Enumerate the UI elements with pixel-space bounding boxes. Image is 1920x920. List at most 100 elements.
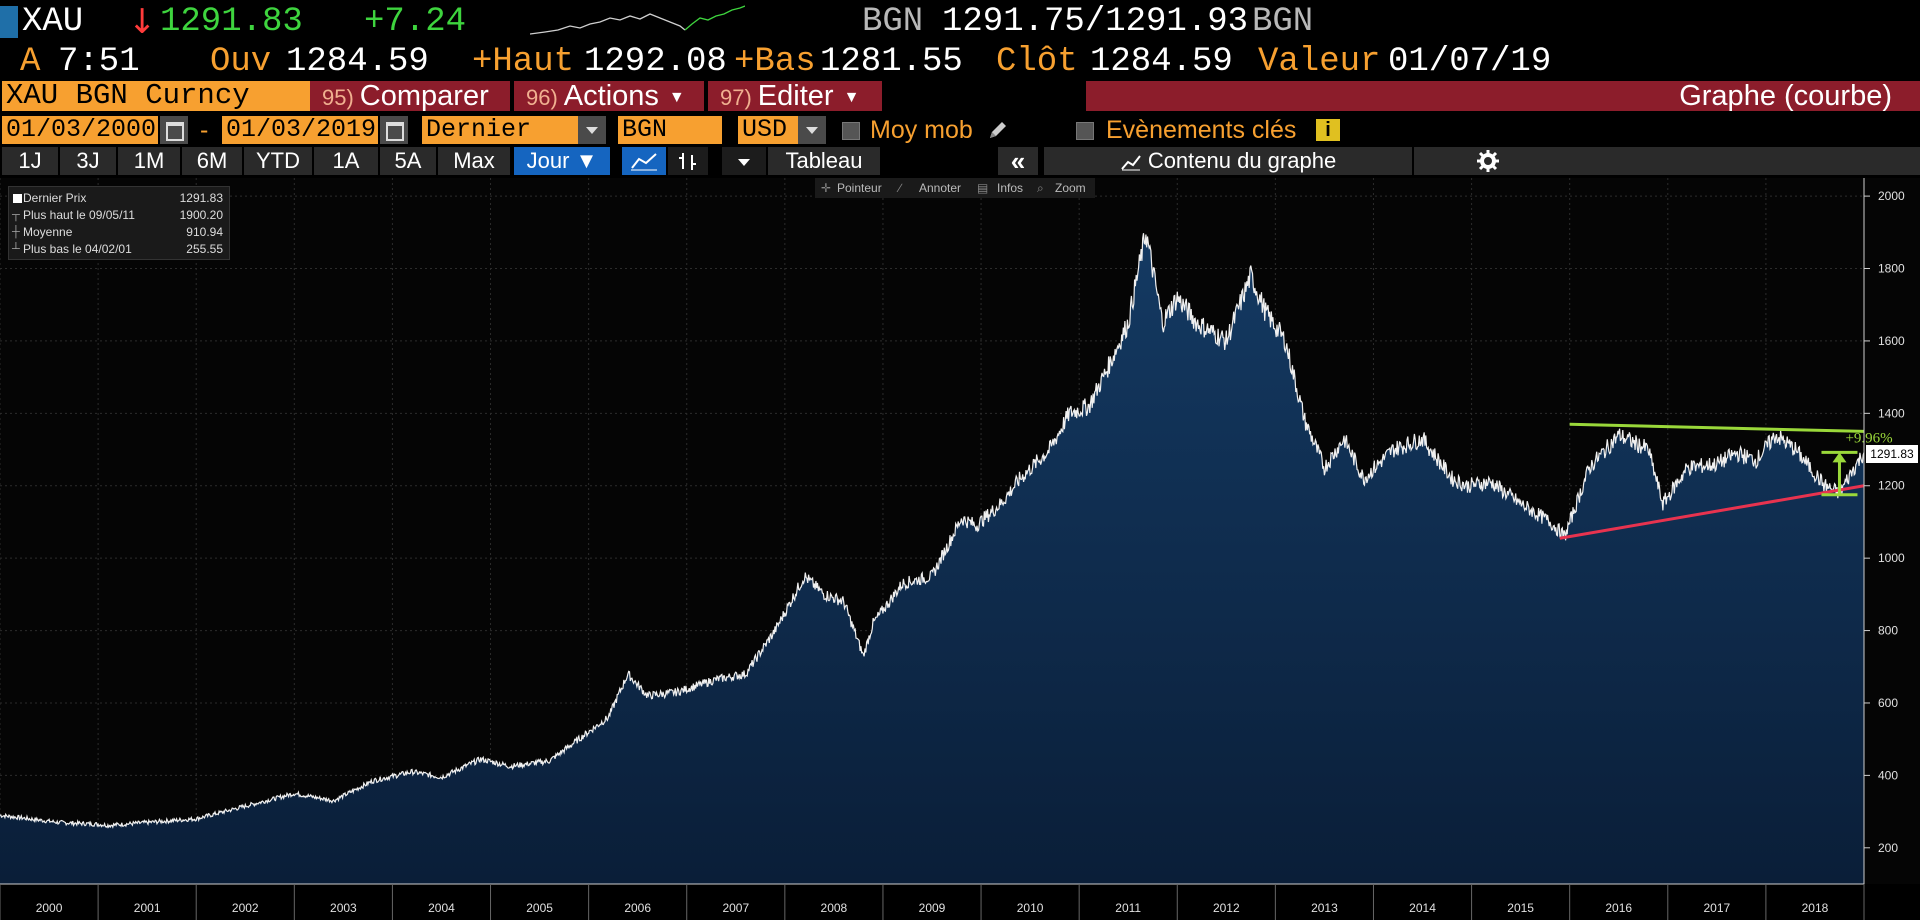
edit-menu[interactable]: 97) Editer ▼ (708, 81, 882, 111)
field-select[interactable]: Dernier prix (422, 116, 578, 172)
x-tick-label: 2013 (1311, 901, 1338, 915)
pencil-icon[interactable] (986, 118, 1010, 142)
x-tick-label: 2018 (1802, 901, 1829, 915)
period-ytd-button[interactable]: YTD (244, 147, 312, 175)
end-date-field[interactable]: 01/03/2019 (222, 116, 378, 144)
line-chart-icon[interactable] (622, 147, 666, 175)
key-events-label: Evènements clés (1106, 116, 1297, 144)
x-tick-label: 2003 (330, 901, 357, 915)
x-tick-label: 2006 (624, 901, 651, 915)
period-3d-button[interactable]: 3J (60, 147, 116, 175)
y-tick-label: 400 (1878, 768, 1898, 782)
source-field[interactable]: BGN (618, 116, 722, 144)
table-button[interactable]: Tableau (768, 147, 880, 175)
info-list-icon[interactable]: ▤ (977, 181, 989, 195)
bar-chart-icon[interactable] (668, 147, 708, 175)
legend-value: 1291.83 (179, 191, 223, 205)
quote-time: 7:51 (58, 43, 140, 81)
legend-label: Plus haut le 09/05/11 (23, 208, 135, 222)
chart-legend[interactable]: Dernier Prix 1291.83 ┬ Plus haut le 09/0… (8, 186, 230, 260)
calendar-icon[interactable] (160, 116, 188, 144)
x-tick-label: 2001 (134, 901, 161, 915)
y-tick-label: 200 (1878, 841, 1898, 855)
annotate-icon[interactable]: ∕ (899, 181, 902, 195)
x-tick-label: 2008 (821, 901, 848, 915)
x-tick-label: 2015 (1507, 901, 1534, 915)
currency-select[interactable]: USD (738, 116, 798, 144)
high-label: +Haut (472, 43, 575, 81)
calendar-icon[interactable] (380, 116, 408, 144)
low-label: +Bas (734, 43, 816, 81)
ask-source: BGN (1252, 3, 1314, 41)
x-tick-label: 2000 (36, 901, 63, 915)
settings-row: 01/03/2000 - 01/03/2019 Dernier prix BGN… (0, 116, 1920, 172)
low-marker-icon: ┴ (12, 243, 20, 255)
chart-tools-bar: ✛ Pointeur ∕ Annoter ▤ Infos ⌕ Zoom (815, 178, 1095, 198)
chart-style-dropdown[interactable] (722, 147, 766, 175)
collapse-panel-icon[interactable]: « (998, 147, 1038, 175)
price-chart[interactable]: +9.96% 200 400 600 800 1000 1200 1400 1600 1800 20… (0, 178, 1920, 920)
info-tool[interactable]: Infos (997, 181, 1024, 195)
x-tick-label: 2012 (1213, 901, 1240, 915)
zoom-icon[interactable]: ⌕ (1037, 181, 1044, 195)
legend-row: Dernier Prix 1291.83 (13, 190, 223, 207)
x-axis-band (0, 884, 1920, 920)
bid-source: BGN (862, 3, 924, 41)
x-tick-label: 2014 (1409, 901, 1436, 915)
quote-prefix: A (20, 43, 41, 81)
value-date-label: Valeur (1258, 43, 1381, 81)
period-1m-button[interactable]: 1M (118, 147, 180, 175)
y-tick-label: 600 (1878, 696, 1898, 710)
compare-number: 95) (322, 85, 354, 110)
frequency-select[interactable]: Jour ▼ (514, 147, 610, 175)
chart-canvas[interactable]: +9.96% 200 400 600 800 1000 1200 1400 1600 1800 20… (0, 178, 1920, 920)
legend-row: ┴ Plus bas le 04/02/01 255.55 (12, 241, 223, 258)
period-1y-button[interactable]: 1A (314, 147, 378, 175)
pointer-icon[interactable]: ✛ (821, 181, 832, 195)
x-tick-label: 2007 (722, 901, 749, 915)
open-label: Ouv (210, 43, 272, 81)
ticker-row: XAU ↓ 1291.83 +7.24 BGN 1291.75/1291.93 … (0, 0, 1920, 44)
settings-button[interactable] (1414, 147, 1920, 175)
chart-content-button[interactable]: Contenu du graphe (1044, 147, 1412, 175)
actions-label: Actions (563, 80, 659, 112)
moving-average-label: Moy mob (870, 116, 973, 144)
compare-menu[interactable]: 95) Comparer (310, 81, 510, 111)
measure-arrow (1832, 452, 1847, 463)
last-price-axis-label: 1291.83 (1866, 445, 1918, 463)
price-area (0, 233, 1864, 884)
info-icon[interactable]: i (1316, 119, 1340, 141)
average-marker-icon: ┼ (12, 226, 20, 238)
period-1d-button[interactable]: 1J (2, 147, 58, 175)
price-change: +7.24 (364, 3, 467, 41)
quote-row: A 7:51 Ouv 1284.59 +Haut 1292.08 +Bas 12… (0, 42, 1920, 82)
period-5y-button[interactable]: 5A (380, 147, 436, 175)
start-date-field[interactable]: 01/03/2000 (2, 116, 158, 144)
actions-menu[interactable]: 96) Actions ▼ (514, 81, 704, 111)
value-date: 01/07/19 (1388, 43, 1552, 81)
close-label: Clôt (996, 43, 1078, 81)
pointer-tool[interactable]: Pointeur (837, 181, 882, 195)
annotate-tool[interactable]: Annoter (919, 181, 962, 195)
legend-row: ┬ Plus haut le 09/05/11 1900.20 (12, 207, 223, 224)
high-marker-icon: ┬ (12, 209, 20, 221)
down-arrow-icon: ↓ (128, 2, 157, 42)
legend-label: Moyenne (23, 225, 73, 239)
period-6m-button[interactable]: 6M (182, 147, 242, 175)
legend-value: 910.94 (186, 225, 223, 239)
legend-swatch (13, 194, 22, 203)
zoom-tool[interactable]: Zoom (1055, 181, 1086, 195)
x-tick-label: 2017 (1703, 901, 1730, 915)
chevron-down-icon[interactable] (578, 116, 606, 144)
price-line (0, 233, 1865, 829)
open-value: 1284.59 (286, 43, 429, 81)
x-tick-label: 2009 (919, 901, 946, 915)
moving-average-checkbox[interactable] (842, 122, 860, 140)
last-price: 1291.83 (160, 3, 303, 41)
key-events-checkbox[interactable] (1076, 122, 1094, 140)
chevron-down-icon: ▼ (668, 89, 685, 106)
compare-label: Comparer (359, 80, 489, 112)
period-max-button[interactable]: Max (438, 147, 510, 175)
trendline-resistance (1569, 422, 1865, 433)
chevron-down-icon[interactable] (798, 116, 826, 144)
